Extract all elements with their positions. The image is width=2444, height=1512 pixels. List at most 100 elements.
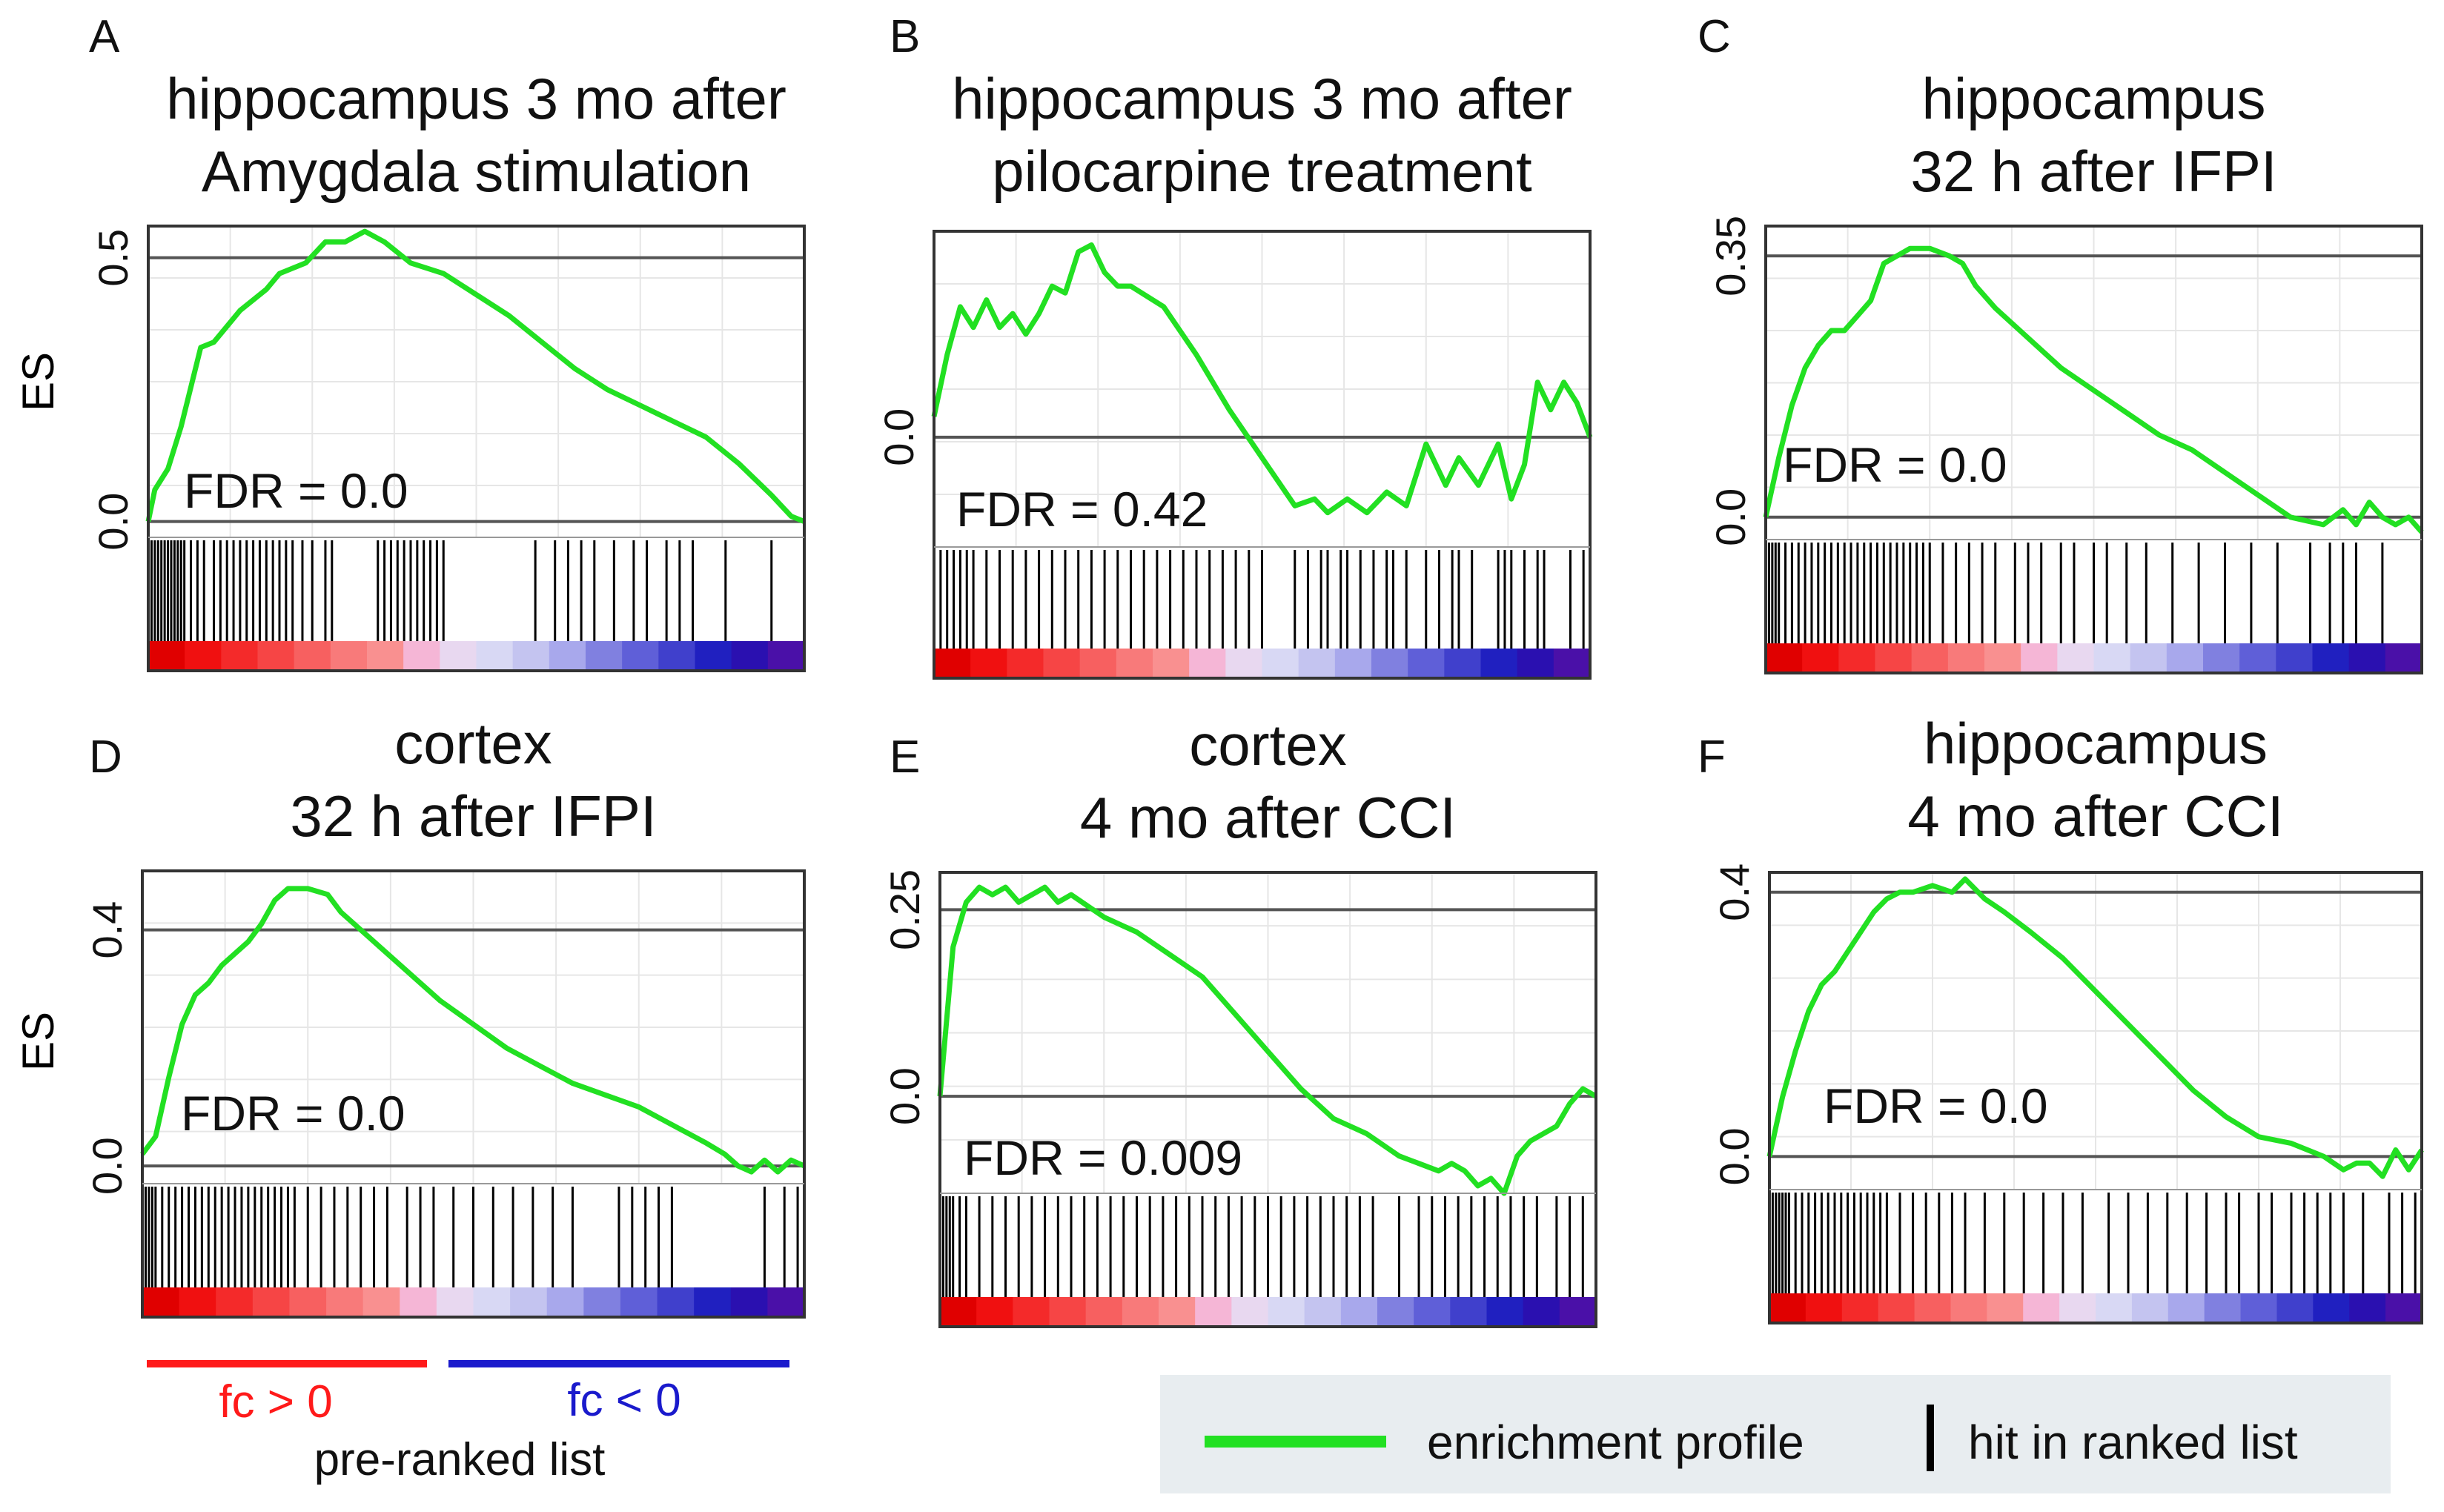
rank-color-segment [326, 1287, 364, 1317]
rank-color-segment [257, 641, 295, 671]
rank-color-segment [694, 1287, 732, 1317]
rank-color-segment [1298, 649, 1336, 678]
rank-color-segment [2239, 643, 2277, 673]
rank-color-segment [2093, 643, 2131, 673]
rank-color-segment [1371, 649, 1409, 678]
rank-color-segment [970, 649, 1008, 678]
rank-color-segment [289, 1287, 328, 1317]
rank-color-segment [1225, 649, 1263, 678]
panel-frame [1768, 871, 2423, 1324]
rank-color-segment [185, 641, 222, 671]
rank-color-segment [1085, 1297, 1123, 1327]
legend-box [1160, 1375, 2391, 1493]
rank-color-segment [2348, 643, 2386, 673]
enrichment-profile-line [937, 884, 1597, 1196]
panel-frame [147, 225, 806, 672]
rank-color-segment [1486, 1297, 1524, 1327]
rank-color-segment [2023, 1293, 2061, 1323]
rank-color-segment [1766, 643, 1804, 673]
rank-color-segment [2131, 1293, 2169, 1323]
y-tick-label: 0.0 [84, 1137, 130, 1195]
rank-color-segment [2204, 1293, 2242, 1323]
rank-color-segment [367, 641, 405, 671]
rank-color-segment [2240, 1293, 2278, 1323]
rank-color-segment [1189, 649, 1227, 678]
negative-fc-label: fc < 0 [567, 1375, 680, 1426]
rank-color-segment [620, 1287, 658, 1317]
rank-color-segment [1304, 1297, 1342, 1327]
y-tick-label: 0.0 [1707, 488, 1754, 546]
rank-color-segment [1805, 1293, 1843, 1323]
y-tick-label: 0.0 [875, 408, 922, 466]
rank-color-segment [583, 1287, 621, 1317]
fdr-label: FDR = 0.009 [964, 1130, 1242, 1185]
fdr-label: FDR = 0.0 [1824, 1078, 2048, 1133]
rank-color-segment [403, 641, 441, 671]
pre-ranked-list-label: pre-ranked list [314, 1434, 606, 1485]
legend: enrichment profile hit in ranked list [1160, 1375, 2391, 1493]
panel-letter: A [89, 11, 120, 62]
es-label-top: ES [13, 352, 63, 411]
panel-title-line2: 32 h after IFPI [290, 783, 656, 849]
rank-color-segment [1450, 1297, 1488, 1327]
fdr-label: FDR = 0.0 [181, 1086, 405, 1141]
rank-color-segment [658, 641, 696, 671]
y-axis-label-top: ES [13, 352, 63, 411]
ranked-list-key: fc > 0 fc < 0 pre-ranked list [147, 1360, 789, 1485]
rank-color-segment [1013, 1297, 1050, 1327]
enrichment-profile-line [145, 228, 806, 524]
rank-color-segment [473, 1287, 511, 1317]
rank-color-segment [1444, 649, 1482, 678]
rank-color-segment [1875, 643, 1913, 673]
rank-color-segment [1559, 1297, 1597, 1327]
rank-color-segment [1159, 1297, 1196, 1327]
rank-color-segment [2313, 1293, 2351, 1323]
y-tick-label: 0.35 [1707, 216, 1754, 296]
rank-color-segment [2203, 643, 2241, 673]
rank-color-segment [1914, 1293, 1952, 1323]
rank-color-segment [549, 641, 586, 671]
rank-color-segment [1838, 643, 1876, 673]
rank-color-segment [1079, 649, 1117, 678]
rank-color-segment [2166, 643, 2204, 673]
rank-color-segment [510, 1287, 548, 1317]
rank-color-segment [1950, 1293, 1988, 1323]
legend-hit-label: hit in ranked list [1968, 1416, 2298, 1469]
y-tick-label: 0.25 [881, 869, 928, 950]
rank-color-segment [934, 649, 972, 678]
es-label-bottom: ES [13, 1012, 63, 1071]
panel-title-line1: cortex [394, 711, 552, 776]
rank-color-segment [730, 1287, 769, 1317]
rank-color-segment [1153, 649, 1190, 678]
rank-color-segment [1480, 649, 1518, 678]
enrichment-profile-line [1763, 245, 2424, 534]
panel-title-line1: hippocampus 3 mo after [952, 66, 1572, 131]
panel-title-line1: cortex [1189, 712, 1346, 777]
rank-color-segment [512, 641, 550, 671]
panel-frame [938, 871, 1597, 1328]
rank-color-segment [148, 641, 186, 671]
rank-color-segment [142, 1287, 180, 1317]
rank-color-segment [476, 641, 514, 671]
legend-profile-label: enrichment profile [1427, 1416, 1804, 1469]
rank-color-segment [622, 641, 660, 671]
rank-color-segment [362, 1287, 401, 1317]
rank-color-segment [2059, 1293, 2096, 1323]
rank-color-segment [1377, 1297, 1415, 1327]
rank-color-segment [1231, 1297, 1269, 1327]
rank-color-segment [1802, 643, 1840, 673]
rank-color-segment [2385, 1293, 2423, 1323]
rank-color-segment [1122, 1297, 1159, 1327]
rank-color-segment [221, 641, 259, 671]
y-tick-label: 0.4 [84, 901, 130, 959]
y-tick-label: 0.4 [1711, 863, 1758, 921]
rank-color-segment [1334, 649, 1372, 678]
rank-color-segment [1517, 649, 1554, 678]
panel-title-line1: hippocampus [1924, 711, 2268, 776]
